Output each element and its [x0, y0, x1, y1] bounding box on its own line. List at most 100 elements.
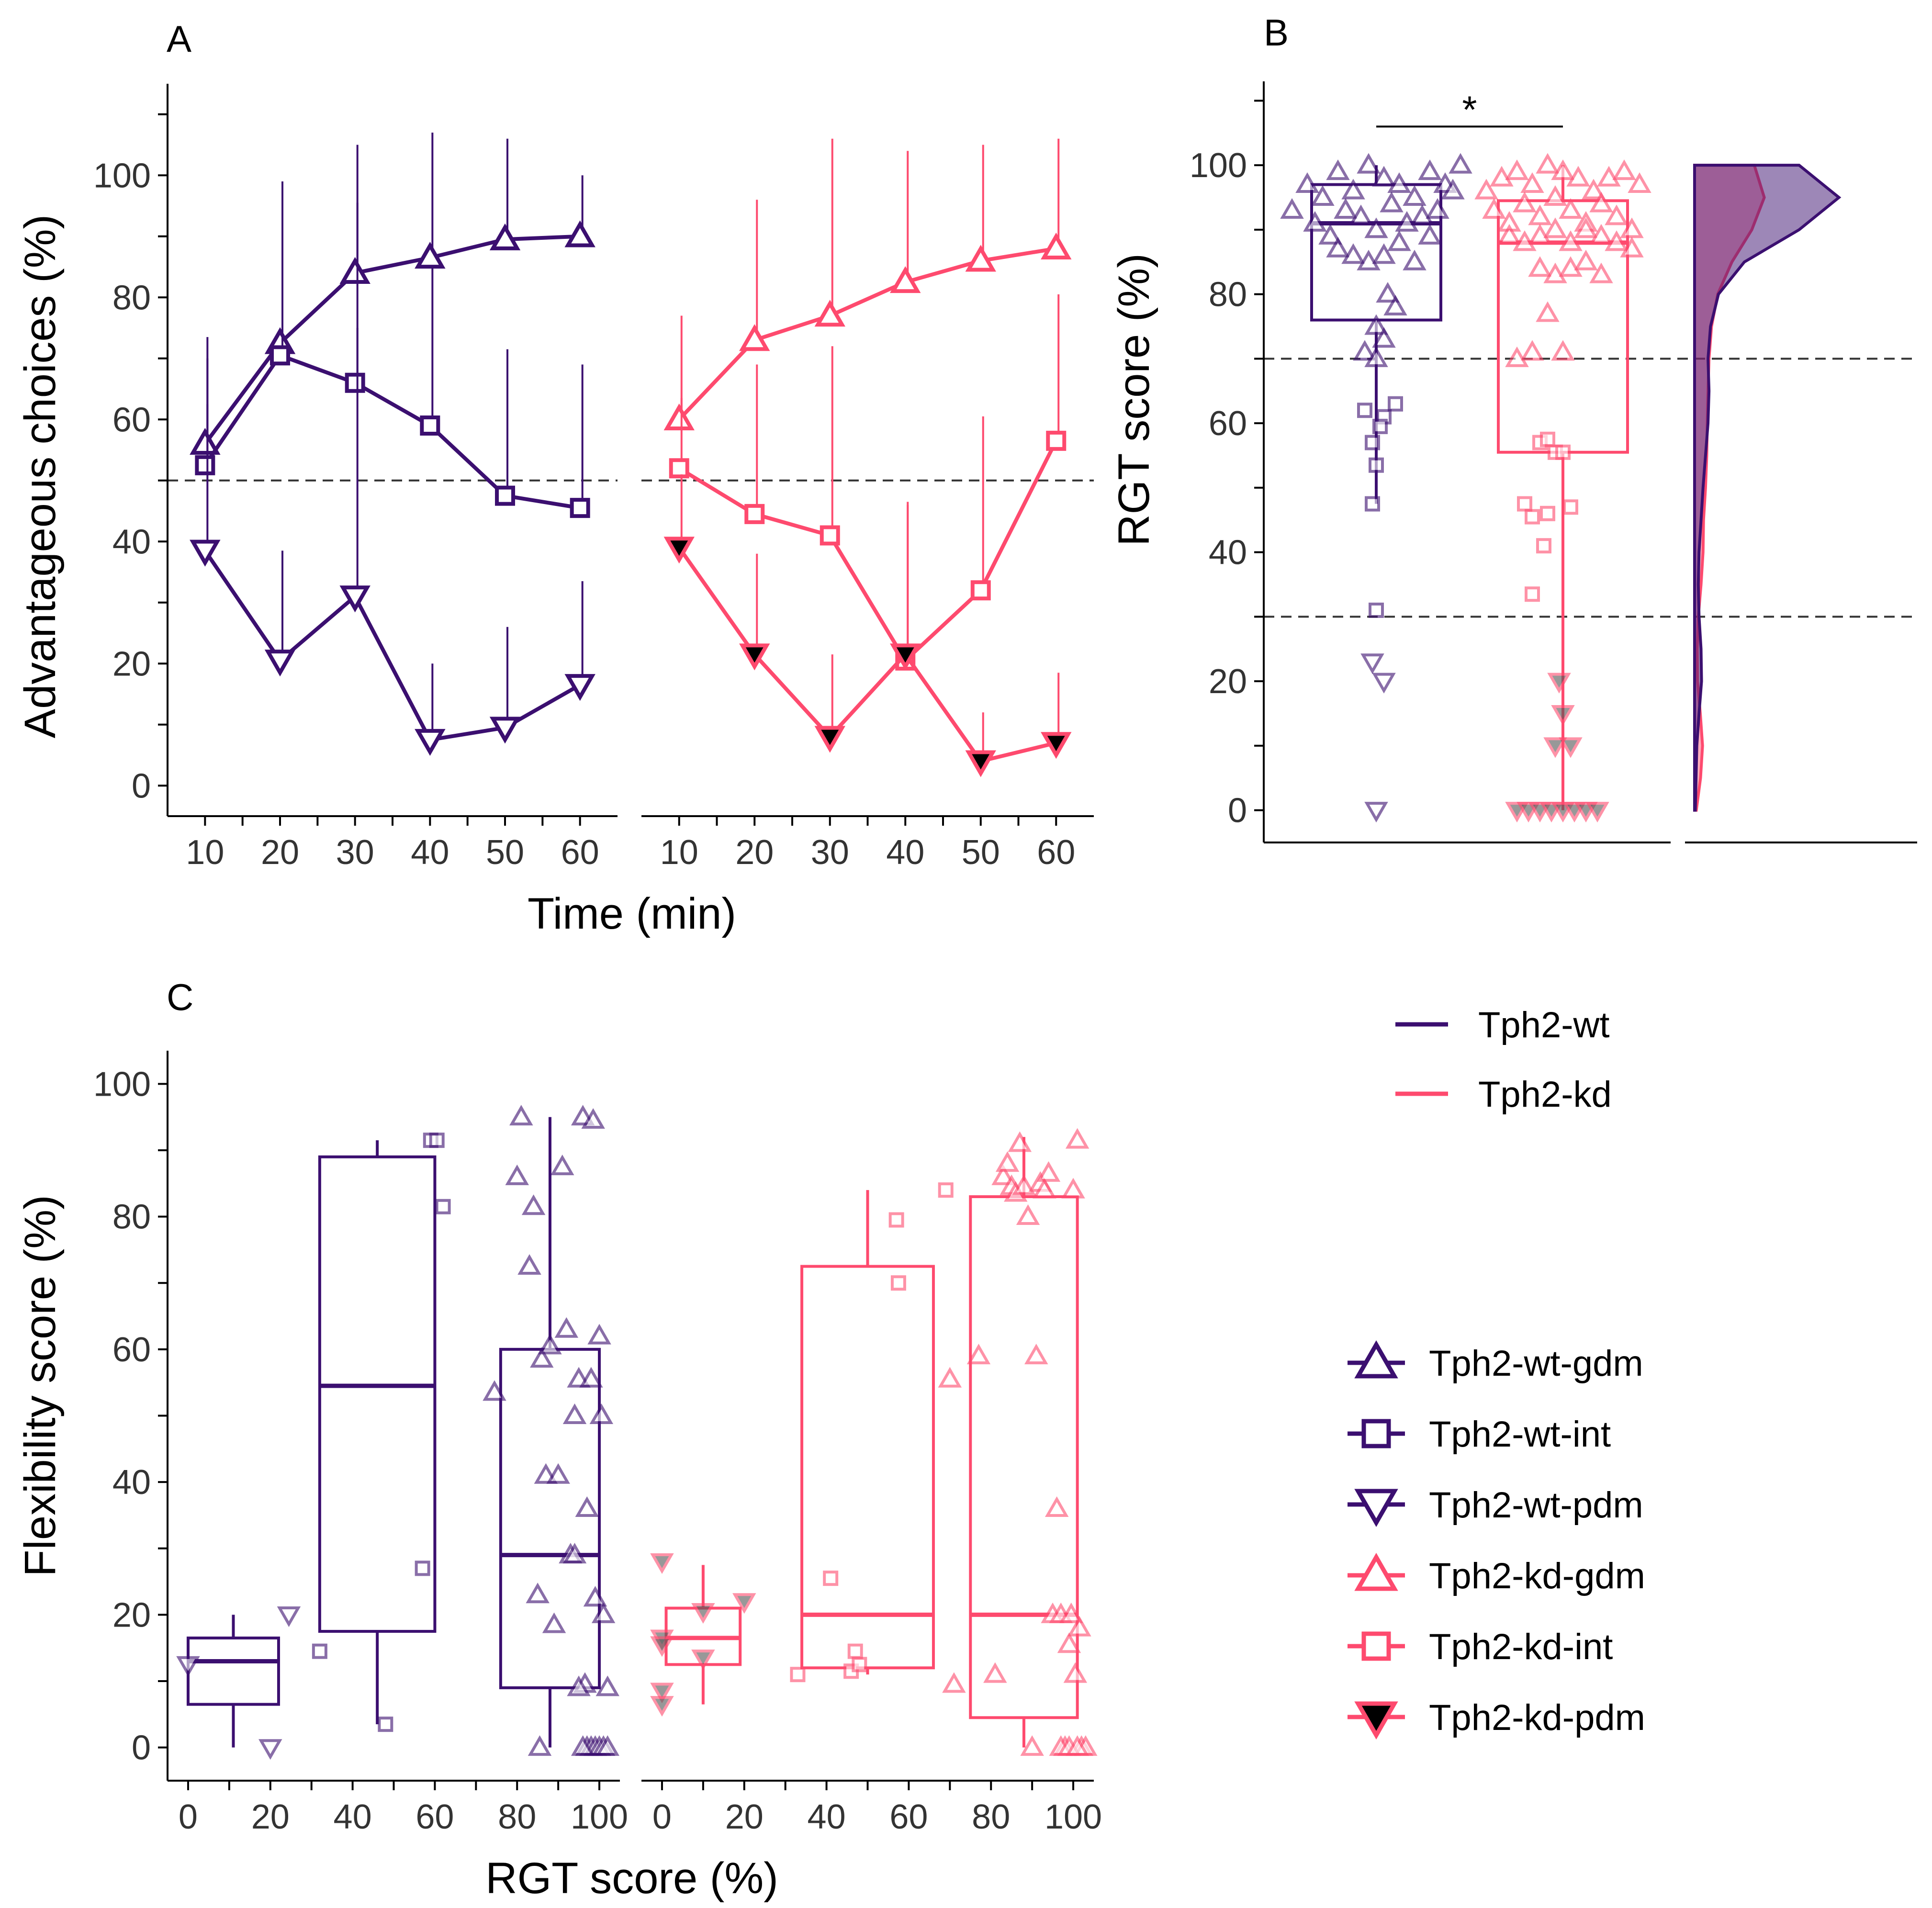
- data-point-gdm: [1582, 179, 1606, 200]
- data-point-gdm: [1065, 1128, 1090, 1149]
- data-point: [663, 403, 695, 430]
- data-point-gdm: [526, 1583, 550, 1604]
- legend-label: Tph2-kd-gdm: [1429, 1556, 1645, 1596]
- data-point-gdm: [1372, 243, 1396, 264]
- data-point-gdm: [1387, 230, 1411, 251]
- data-point-int: [847, 1643, 863, 1659]
- data-point-gdm: [1065, 1735, 1090, 1756]
- x-tick-label: 40: [334, 1798, 372, 1836]
- data-point-gdm: [546, 1463, 570, 1484]
- data-point-gdm: [1513, 191, 1537, 213]
- x-tick-label: 80: [972, 1798, 1010, 1836]
- x-tick-label: 30: [811, 833, 849, 872]
- significance-star: *: [1462, 88, 1477, 131]
- data-point-gdm: [1551, 159, 1575, 180]
- data-point: [420, 415, 440, 436]
- data-point: [663, 537, 695, 564]
- data-point: [1046, 430, 1067, 451]
- data-point-pdm: [258, 1739, 282, 1760]
- y-tick-label: 20: [112, 645, 151, 683]
- series-Tph2-kd-gdm: [663, 138, 1072, 430]
- data-point: [415, 242, 446, 269]
- data-point: [965, 750, 996, 777]
- data-point-gdm: [1020, 1735, 1044, 1756]
- data-point: [264, 650, 296, 677]
- data-point-int: [429, 1133, 445, 1148]
- data-point: [1041, 232, 1072, 259]
- data-point-gdm: [1380, 191, 1404, 213]
- legend-label: Tph2-wt-gdm: [1429, 1343, 1643, 1384]
- data-point-gdm: [942, 1672, 966, 1693]
- data-point-int: [852, 1657, 867, 1672]
- series-Tph2-kd-pdm: [663, 474, 1072, 777]
- data-point-gdm: [591, 1602, 616, 1623]
- data-point-gdm: [1559, 198, 1583, 219]
- legend-item-Tph2-kd-pdm: Tph2-kd-pdm: [1348, 1697, 1645, 1740]
- data-point: [339, 585, 371, 613]
- panel-a-axes: 0 20 40 60 80 100 10 20 30 40 50 60 10 20 30 40 50 60: [93, 84, 1094, 872]
- data-point-int: [1388, 396, 1403, 412]
- data-point-gdm: [483, 1380, 506, 1401]
- data-point-gdm: [1372, 327, 1396, 348]
- data-point-gdm: [1418, 224, 1442, 245]
- data-point-gdm: [1574, 217, 1598, 238]
- data-point-gdm: [587, 1324, 611, 1345]
- data-point-gdm: [505, 1164, 529, 1185]
- data-point-pdm: [1585, 802, 1609, 823]
- x-tick-label: 20: [261, 833, 299, 872]
- data-point-pdm: [650, 1636, 674, 1657]
- data-point: [489, 223, 521, 250]
- series-line: [677, 247, 1056, 421]
- data-point: [744, 504, 765, 524]
- data-point-gdm: [1341, 243, 1365, 264]
- legend-item-Tph2-kd-int: Tph2-kd-int: [1348, 1627, 1613, 1667]
- data-point-gdm: [1474, 179, 1498, 200]
- data-point-pdm: [650, 1553, 674, 1574]
- x-tick-label: 60: [561, 833, 599, 872]
- data-point-int: [312, 1643, 327, 1659]
- data-point-pdm: [1543, 737, 1567, 758]
- data-point: [570, 498, 590, 518]
- data-point: [195, 455, 215, 475]
- data-point-gdm: [528, 1735, 552, 1756]
- y-tick-label: 40: [112, 523, 151, 561]
- data-point-gdm: [1376, 282, 1400, 303]
- panel-a-label: A: [167, 18, 191, 60]
- legend-shape-icon: [1361, 1419, 1391, 1448]
- legend-shape-icon: [1354, 1489, 1398, 1527]
- data-point: [1041, 732, 1072, 759]
- data-point: [495, 485, 515, 506]
- x-tick-label: 50: [486, 833, 524, 872]
- data-point-gdm: [1395, 211, 1419, 232]
- data-point-gdm: [1490, 166, 1514, 187]
- group-Tph2-kd: [1474, 153, 1651, 823]
- data-point-gdm: [1612, 159, 1636, 180]
- data-point-int: [1365, 435, 1380, 450]
- data-point-int: [1517, 496, 1532, 512]
- data-point-gdm: [1449, 153, 1472, 174]
- data-point: [739, 324, 770, 351]
- data-point-gdm: [1364, 217, 1388, 238]
- data-point: [890, 266, 921, 293]
- data-point-int: [435, 1199, 451, 1214]
- data-point: [820, 525, 840, 546]
- data-point: [739, 643, 770, 671]
- y-tick-label: 40: [1209, 534, 1247, 572]
- panel-b-density: [1693, 164, 1842, 812]
- data-point-gdm: [1520, 340, 1544, 361]
- data-point-gdm: [1574, 249, 1598, 270]
- panel-c: C 0 20 40 60 80 100 0 20 40 60 80 100 0 20 40 60 80 100 R…: [16, 976, 1102, 1903]
- data-point-gdm: [1364, 346, 1388, 367]
- legend-item-Tph2-wt-pdm: Tph2-wt-pdm: [1348, 1485, 1643, 1527]
- x-tick-label: 0: [652, 1798, 672, 1836]
- data-point-gdm: [1536, 153, 1560, 174]
- data-point-gdm: [509, 1105, 533, 1126]
- data-point-gdm: [1559, 230, 1583, 251]
- data-point-gdm: [1016, 1204, 1040, 1225]
- data-point-int: [1555, 444, 1571, 460]
- data-point-gdm: [1403, 249, 1427, 270]
- data-point-gdm: [1045, 1496, 1069, 1517]
- data-point-gdm: [1033, 1178, 1056, 1199]
- facet-kd: [650, 1128, 1098, 1756]
- data-point-gdm: [575, 1496, 599, 1517]
